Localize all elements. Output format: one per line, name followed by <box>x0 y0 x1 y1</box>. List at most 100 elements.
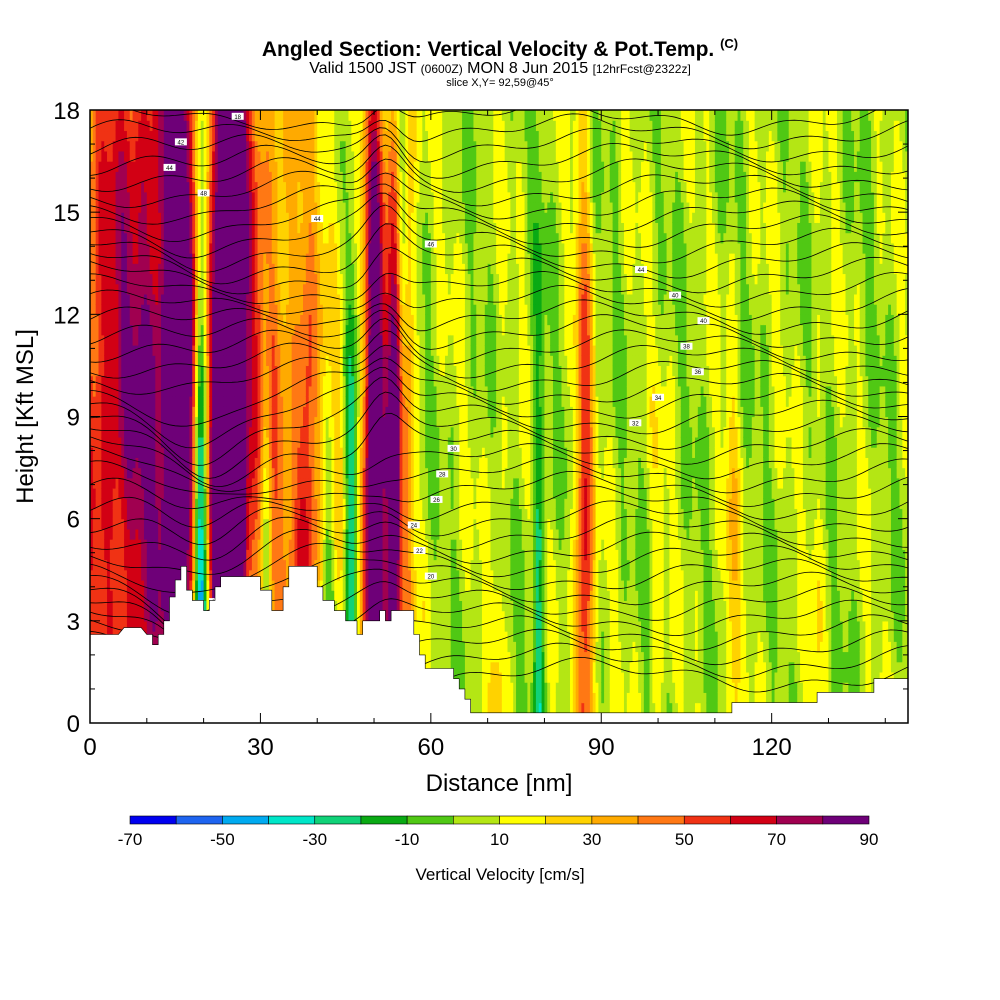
velocity-cell <box>214 528 219 540</box>
velocity-cell <box>246 253 250 264</box>
velocity-cell <box>115 457 119 469</box>
velocity-cell <box>189 508 193 520</box>
velocity-cell <box>161 344 165 356</box>
velocity-cell <box>98 120 102 132</box>
velocity-cell <box>158 334 162 346</box>
velocity-cell <box>98 273 102 285</box>
velocity-cell <box>135 559 139 571</box>
velocity-cell <box>132 447 137 458</box>
velocity-cell <box>152 477 156 489</box>
velocity-cell <box>192 488 196 499</box>
velocity-cell <box>260 171 264 183</box>
velocity-cell <box>192 324 196 336</box>
velocity-cell <box>155 242 159 254</box>
velocity-cell <box>124 161 128 172</box>
velocity-cell <box>214 365 219 377</box>
velocity-cell <box>126 426 131 438</box>
velocity-cell <box>212 150 216 162</box>
velocity-cell <box>206 344 210 356</box>
velocity-cell <box>203 181 208 193</box>
velocity-cell <box>141 600 145 612</box>
velocity-cell <box>172 212 176 223</box>
velocity-cell <box>180 477 185 489</box>
velocity-cell <box>143 508 148 520</box>
velocity-cell <box>226 498 230 510</box>
velocity-cell <box>112 273 117 285</box>
velocity-cell <box>249 549 253 561</box>
velocity-cell <box>112 488 117 499</box>
velocity-cell <box>183 293 188 305</box>
velocity-cell <box>121 610 125 622</box>
velocity-cell <box>175 314 179 326</box>
velocity-cell <box>197 130 202 142</box>
velocity-cell <box>149 365 154 377</box>
velocity-cell <box>138 355 142 367</box>
velocity-cell <box>220 416 225 428</box>
velocity-cell <box>172 569 176 581</box>
velocity-cell <box>135 600 139 612</box>
velocity-cell <box>220 324 225 336</box>
velocity-cell <box>135 130 139 142</box>
velocity-cell <box>129 365 134 377</box>
velocity-cell <box>223 201 227 213</box>
velocity-cell <box>203 191 208 203</box>
velocity-cell <box>237 212 242 223</box>
velocity-cell <box>149 232 154 244</box>
velocity-cell <box>206 130 210 142</box>
velocity-cell <box>200 385 205 397</box>
velocity-cell <box>112 498 117 510</box>
velocity-cell <box>126 273 131 285</box>
velocity-cell <box>212 436 216 448</box>
velocity-cell <box>121 181 125 193</box>
velocity-cell <box>146 539 151 550</box>
velocity-cell <box>214 242 219 254</box>
velocity-cell <box>209 508 213 520</box>
velocity-cell <box>195 518 199 530</box>
velocity-cell <box>118 436 122 448</box>
velocity-cell <box>126 406 131 418</box>
velocity-cell <box>95 620 100 632</box>
velocity-cell <box>260 191 264 203</box>
velocity-cell <box>101 232 105 244</box>
velocity-cell <box>169 150 173 162</box>
velocity-cell <box>107 212 111 223</box>
velocity-cell <box>95 293 100 305</box>
velocity-cell <box>243 171 247 183</box>
velocity-cell <box>126 120 131 132</box>
velocity-cell <box>254 201 259 213</box>
velocity-cell <box>163 447 168 458</box>
velocity-cell <box>223 396 227 407</box>
velocity-cell <box>203 212 208 223</box>
velocity-cell <box>260 508 264 520</box>
velocity-cell <box>143 467 148 479</box>
velocity-cell <box>152 508 156 520</box>
velocity-cell <box>257 191 262 203</box>
velocity-cell <box>143 447 148 458</box>
velocity-cell <box>141 273 145 285</box>
velocity-cell <box>172 579 176 591</box>
velocity-cell <box>163 242 168 254</box>
velocity-cell <box>118 293 122 305</box>
velocity-cell <box>257 110 262 121</box>
velocity-cell <box>152 579 156 591</box>
velocity-cell <box>143 355 148 367</box>
velocity-cell <box>101 324 105 336</box>
velocity-cell <box>135 549 139 561</box>
velocity-cell <box>98 283 102 295</box>
velocity-cell <box>126 569 131 581</box>
velocity-cell <box>172 293 176 305</box>
velocity-cell <box>175 436 179 448</box>
velocity-cell <box>104 457 108 469</box>
velocity-cell <box>138 120 142 132</box>
velocity-cell <box>263 436 267 448</box>
velocity-cell <box>109 590 114 601</box>
velocity-cell <box>257 253 262 264</box>
velocity-cell <box>229 488 233 499</box>
velocity-cell <box>121 539 125 550</box>
velocity-cell <box>263 263 267 275</box>
velocity-cell <box>220 130 225 142</box>
velocity-cell <box>249 201 253 213</box>
velocity-cell <box>129 488 134 499</box>
velocity-cell <box>166 304 171 315</box>
velocity-cell <box>138 498 142 510</box>
